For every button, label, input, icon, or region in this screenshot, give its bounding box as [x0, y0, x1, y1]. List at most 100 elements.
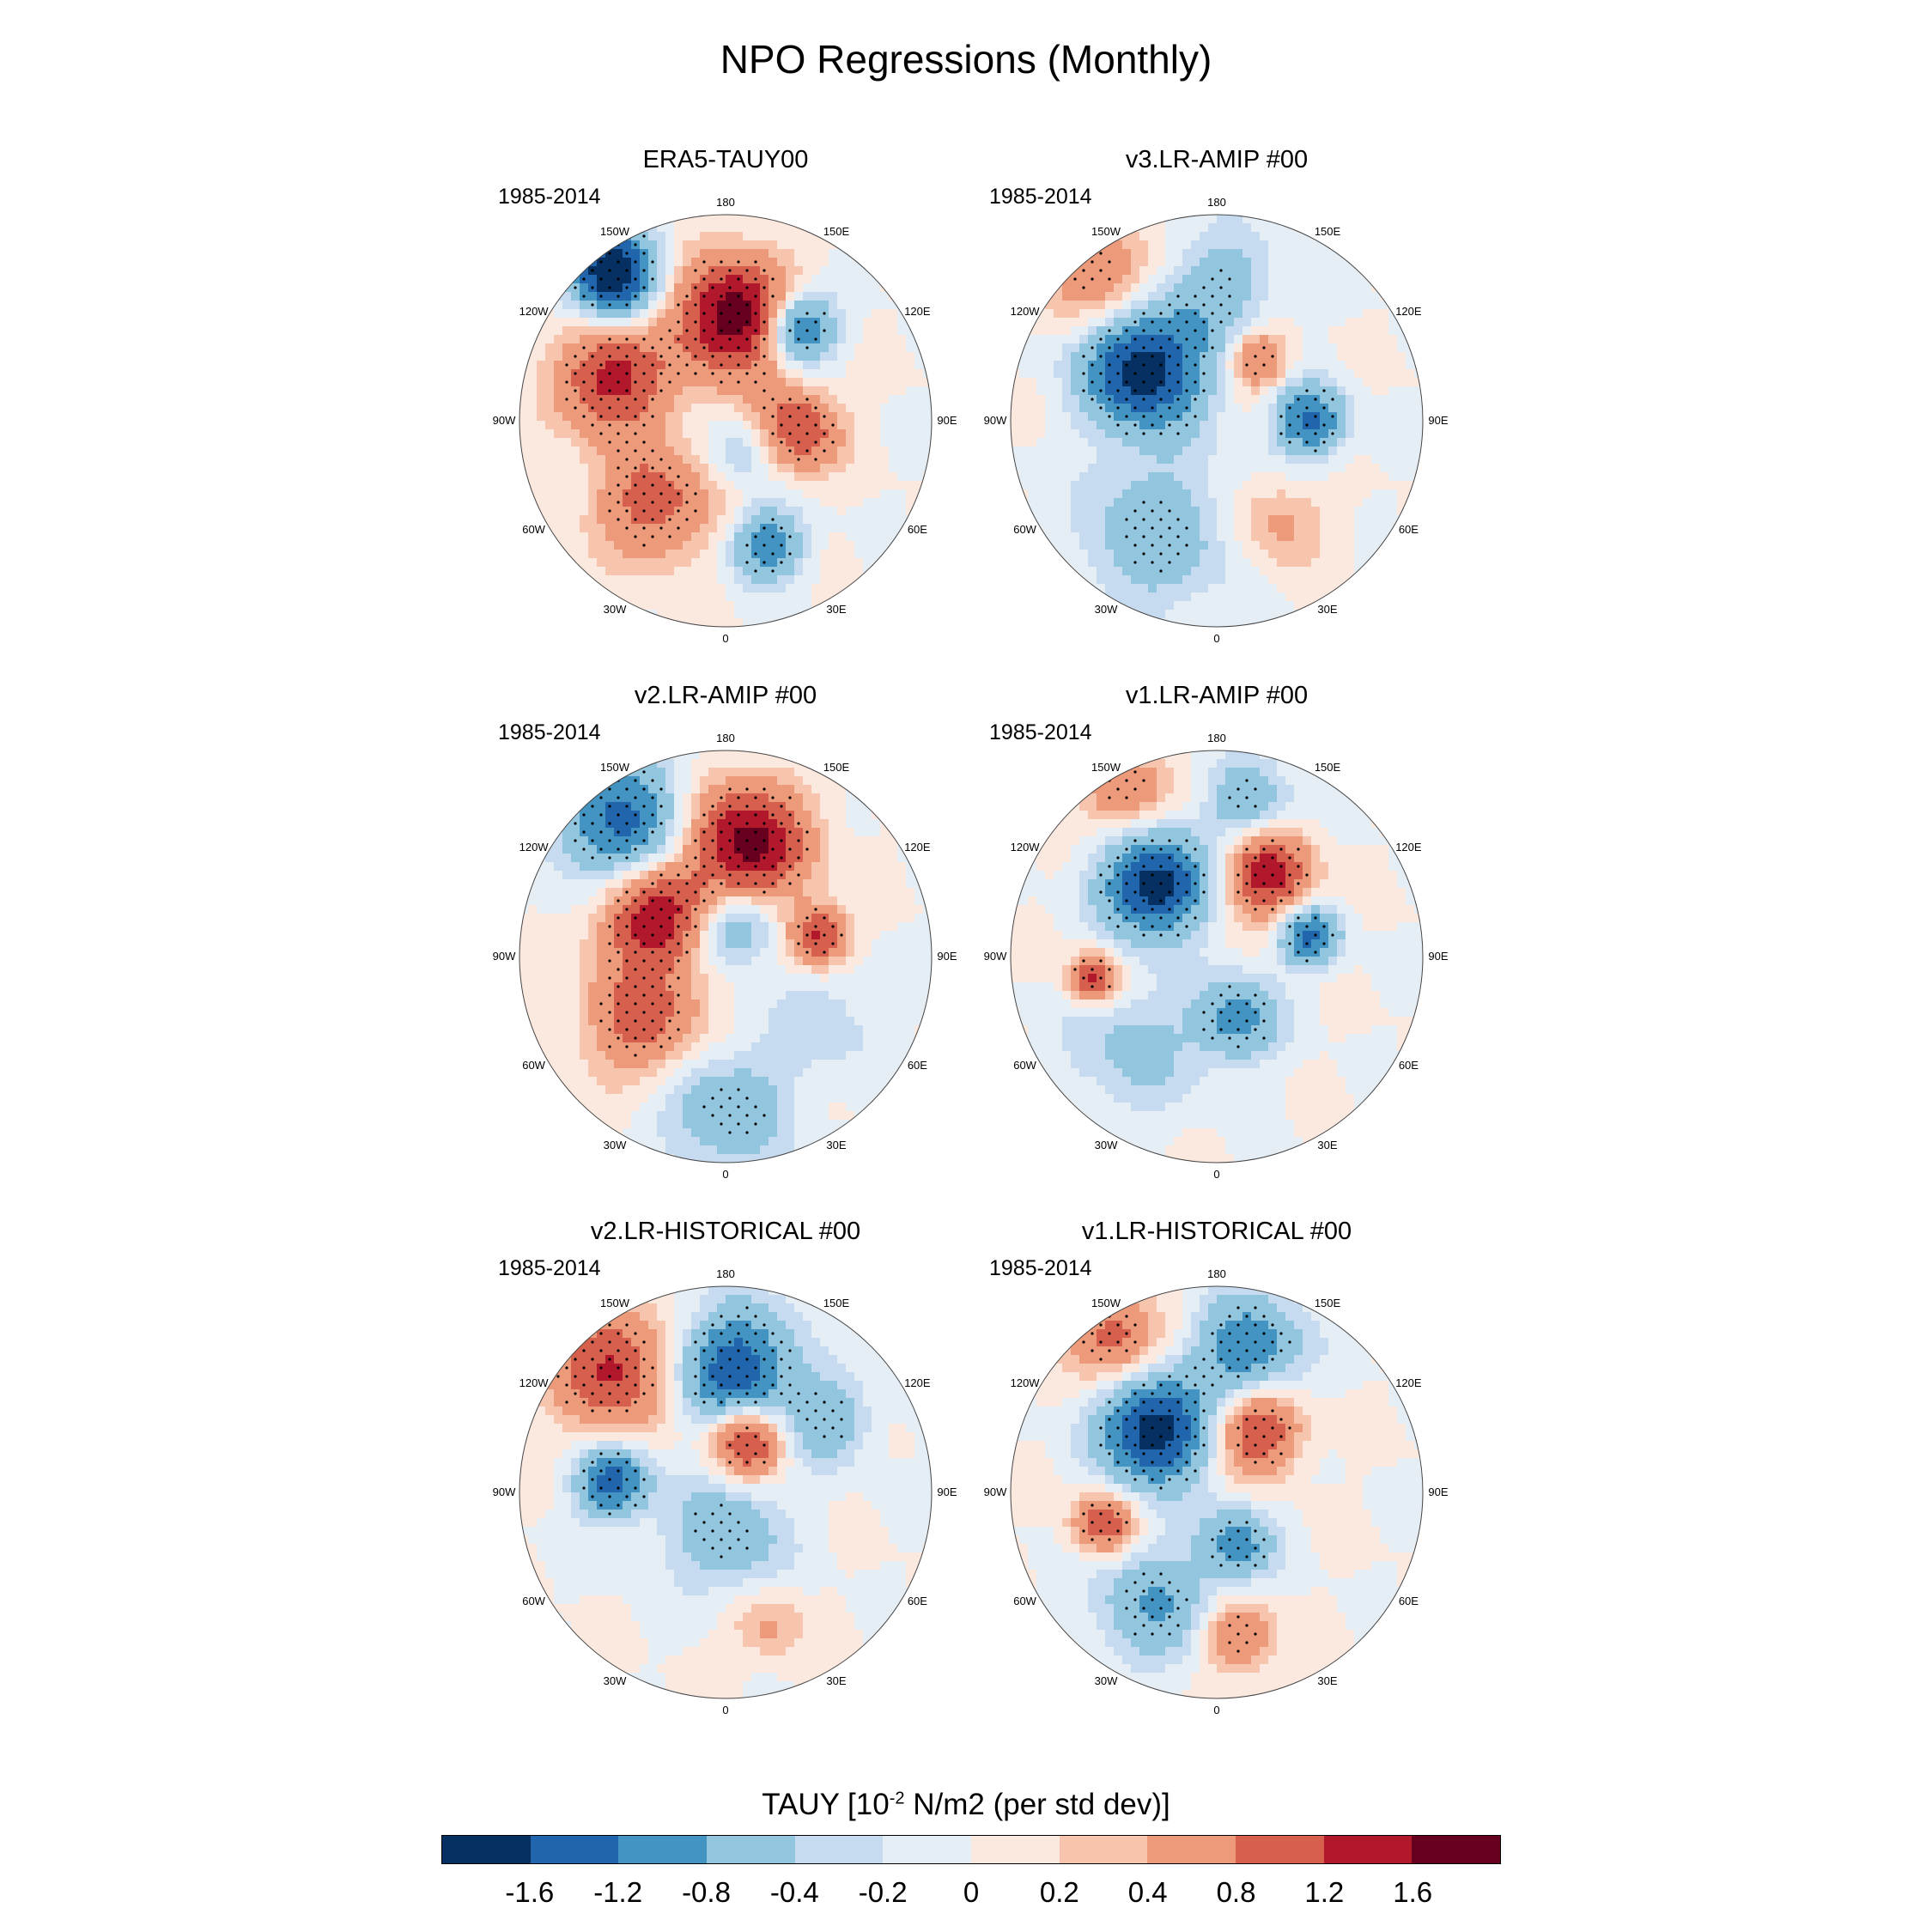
field-shading [1011, 750, 1423, 1163]
map-boundary [1010, 750, 1424, 1163]
longitude-label: 150W [1091, 1297, 1121, 1309]
colorbar-tick-label: 0.8 [1216, 1876, 1256, 1908]
colorbar-segment [1323, 1836, 1413, 1863]
longitude-label: 60W [522, 1595, 545, 1607]
longitude-label: 120W [1011, 305, 1041, 318]
colorbar-segment [1147, 1836, 1236, 1863]
longitude-label: 30W [604, 1674, 627, 1687]
longitude-label: 150E [823, 225, 850, 238]
longitude-label: 0 [722, 1168, 728, 1181]
colorbar-segment [1059, 1836, 1148, 1863]
longitude-label: 30W [1095, 1139, 1118, 1151]
longitude-label: 120E [1395, 1376, 1422, 1389]
longitude-label: 150W [600, 761, 630, 774]
longitude-label: 30E [826, 1139, 846, 1151]
longitude-label: 90W [984, 950, 1007, 963]
colorbar-segment [707, 1836, 795, 1863]
longitude-label: 90W [493, 414, 516, 427]
longitude-label: 60E [908, 523, 927, 536]
longitude-label: 90E [937, 950, 957, 963]
colorbar-segment [1236, 1836, 1324, 1863]
polar-map: 180 150E 120E 90E 60E 30E 0 30W 60W 90W 120W 150W [984, 732, 1449, 1181]
period-label: 1985-2014 [989, 720, 1092, 744]
longitude-label: 180 [716, 1267, 735, 1280]
longitude-label: 30W [1095, 603, 1118, 616]
longitude-label: 150E [1315, 761, 1341, 774]
longitude-label: 60E [1399, 523, 1419, 536]
colorbar-segment [1412, 1836, 1501, 1863]
longitude-label: 60W [522, 1059, 545, 1072]
longitude-label: 90E [1428, 1485, 1448, 1498]
panel-title: v1.LR-AMIP #00 [1125, 682, 1309, 709]
colorbar-tick-label: -0.8 [682, 1876, 731, 1908]
longitude-label: 120E [904, 1376, 931, 1389]
colorbar-tick-label: -1.6 [505, 1876, 555, 1908]
longitude-label: 0 [722, 1704, 728, 1716]
polar-map: 180 150E 120E 90E 60E 30E 0 30W 60W 90W 120W 150W [493, 196, 957, 645]
longitude-label: 30W [1095, 1674, 1118, 1687]
longitude-label: 90W [493, 1485, 516, 1498]
panel-title: v2.LR-AMIP #00 [634, 682, 817, 709]
longitude-label: 0 [1213, 1704, 1219, 1716]
longitude-label: 180 [1207, 732, 1226, 744]
field-shading [1011, 1286, 1423, 1698]
period-label: 1985-2014 [989, 185, 1092, 209]
longitude-label: 90W [984, 1485, 1007, 1498]
colorbar-tick-label: 0.2 [1039, 1876, 1079, 1908]
longitude-label: 90E [937, 414, 957, 427]
map-panel-v2-amip: v2.LR-AMIP #00 1985-2014 180 150E 120E 90E 6… [485, 682, 966, 1197]
colorbar-segment [442, 1836, 531, 1863]
longitude-label: 120W [1011, 1376, 1041, 1389]
colorbar-segment [530, 1836, 619, 1863]
longitude-label: 120E [1395, 841, 1422, 854]
longitude-label: 180 [716, 196, 735, 209]
panel-title: v3.LR-AMIP #00 [1125, 146, 1309, 173]
longitude-label: 30E [1317, 603, 1337, 616]
map-panel-v1-amip: v1.LR-AMIP #00 1985-2014 180 150E 120E 90E 6… [976, 682, 1457, 1197]
period-label: 1985-2014 [498, 720, 601, 744]
period-label: 1985-2014 [989, 1256, 1092, 1280]
map-boundary [519, 750, 933, 1163]
map-panel-v3-amip: v3.LR-AMIP #00 1985-2014 180 150E 120E 90E 6… [976, 146, 1457, 661]
colorbar-tick-label: 0.4 [1127, 1876, 1168, 1908]
longitude-label: 60E [1399, 1059, 1419, 1072]
colorbar-segment [971, 1836, 1060, 1863]
polar-map: 180 150E 120E 90E 60E 30E 0 30W 60W 90W 120W 150W [493, 732, 957, 1181]
field-shading [519, 215, 932, 627]
longitude-label: 90E [1428, 414, 1448, 427]
colorbar-tick-label: 1.6 [1393, 1876, 1433, 1908]
panel-title: v2.LR-HISTORICAL #00 [590, 1218, 861, 1245]
longitude-label: 120W [519, 305, 550, 318]
panel-title: v1.LR-HISTORICAL #00 [1081, 1218, 1352, 1245]
longitude-label: 180 [1207, 1267, 1226, 1280]
longitude-label: 30E [826, 1674, 846, 1687]
longitude-label: 60W [522, 523, 545, 536]
longitude-label: 30E [1317, 1139, 1337, 1151]
longitude-label: 60E [908, 1595, 927, 1607]
longitude-label: 150W [1091, 761, 1121, 774]
map-boundary [519, 1285, 933, 1699]
map-boundary [519, 214, 933, 628]
longitude-label: 90E [937, 1485, 957, 1498]
colorbar-title: TAUY [10-2 N/m2 (per std dev)] [762, 1788, 1170, 1821]
longitude-label: 0 [722, 632, 728, 645]
longitude-label: 30W [604, 603, 627, 616]
longitude-label: 120W [1011, 841, 1041, 854]
field-shading [519, 1286, 932, 1698]
longitude-label: 120W [519, 1376, 550, 1389]
longitude-label: 0 [1213, 1168, 1219, 1181]
colorbar-tick-label: 1.2 [1304, 1876, 1345, 1908]
longitude-label: 120E [904, 841, 931, 854]
period-label: 1985-2014 [498, 185, 601, 209]
colorbar-tick-label: -1.2 [593, 1876, 643, 1908]
longitude-label: 150E [823, 761, 850, 774]
longitude-label: 0 [1213, 632, 1219, 645]
map-panel-v2-historical: v2.LR-HISTORICAL #00 1985-2014 180 150E 12… [485, 1218, 966, 1733]
polar-map: 180 150E 120E 90E 60E 30E 0 30W 60W 90W 120W 150W [493, 1267, 957, 1716]
longitude-label: 150E [1315, 1297, 1341, 1309]
longitude-label: 90W [493, 950, 516, 963]
longitude-label: 30E [1317, 1674, 1337, 1687]
field-shading [519, 750, 932, 1163]
colorbar [441, 1835, 1501, 1864]
map-boundary [1010, 1285, 1424, 1699]
